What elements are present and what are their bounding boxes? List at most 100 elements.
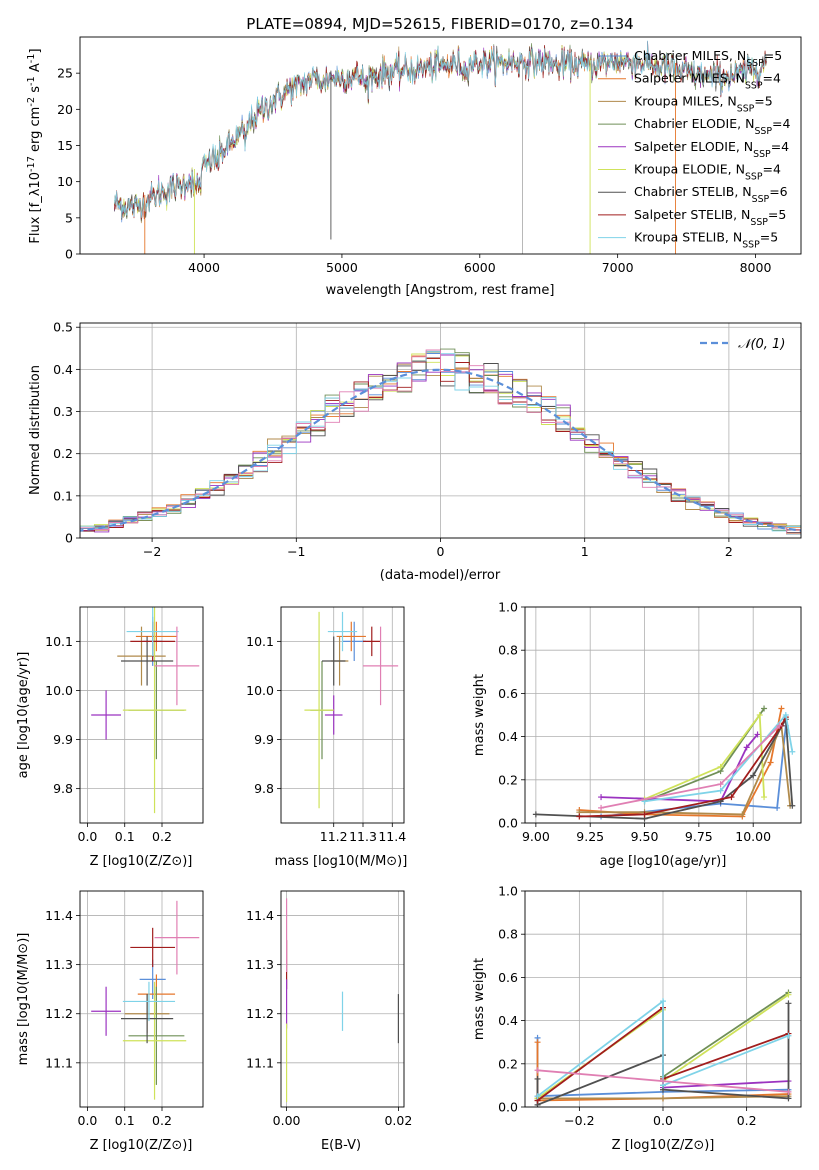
weight-marker: [785, 1088, 792, 1095]
label-run: =4: [771, 139, 789, 154]
label-run: =5: [754, 93, 772, 108]
label-run: mass [log10(M/M⊙)]: [16, 933, 31, 1066]
y-tick-label: 10.0: [45, 683, 73, 698]
label-run: -1: [26, 54, 37, 64]
y-tick-label: 0.2: [53, 446, 73, 461]
label-run: -2: [26, 97, 37, 107]
y-tick-label: 0.4: [498, 729, 518, 744]
x-tick-label: 11.4: [378, 829, 406, 844]
x-tick-label: 5000: [326, 260, 358, 275]
label-run: Flux [f_λ10: [28, 172, 43, 244]
x-tick-label: 1: [581, 544, 589, 559]
y-tick-label: 25: [57, 66, 73, 81]
plot-area-spectrum: [114, 40, 767, 254]
label-run: SSP: [745, 171, 763, 182]
weight-marker: [717, 763, 724, 770]
weight-marker: [785, 1095, 792, 1102]
y-tick-label: 0.3: [53, 404, 73, 419]
weight-marker: [717, 781, 724, 788]
label-run: Kroupa ELODIE, N: [634, 162, 745, 177]
y-tick-label: 0.2: [498, 1056, 518, 1071]
label-run: age [log10(age/yr)]: [16, 652, 31, 779]
y-tick-label: 0.8: [498, 643, 518, 658]
plot-area-weight-vs-age: [532, 705, 796, 822]
axes-frame: [280, 606, 405, 824]
weight-marker: [534, 1075, 541, 1082]
weight-marker: [782, 712, 789, 718]
legend-label: Salpeter MILES, NSSP=4: [634, 71, 781, 92]
label-run: SSP: [737, 103, 755, 114]
plot-area-mass-vs-Z: [91, 900, 200, 1100]
weight-marker: [756, 712, 763, 718]
x-axis-label: mass [log10(M/M⊙)]: [275, 854, 408, 869]
x-axis-label: wavelength [Angstrom, rest frame]: [326, 283, 555, 298]
label-run: Salpeter ELODIE, N: [634, 139, 753, 154]
weight-marker: [750, 772, 757, 779]
y-tick-label: 0.6: [498, 686, 518, 701]
label-run: age [log10(age/yr)]: [600, 854, 727, 869]
weight-marker: [789, 802, 796, 809]
plot-area-mass-vs-ebv: [285, 898, 400, 1103]
weight-marker: [660, 998, 666, 1005]
axes-frame: [79, 890, 204, 1108]
plot-area-age-vs-mass: [304, 611, 399, 809]
y-tick-label: 15: [57, 138, 73, 153]
panel-weight-vs-Z: −0.2 0.0 0.2 0.0 0.2 0.4 0.6 0.8 1.0 Z [log10(Z/Z…: [472, 884, 802, 1153]
weight-marker: [774, 804, 781, 811]
y-tick-label: 9.8: [254, 781, 274, 796]
x-tick-label: 0: [437, 544, 445, 559]
label-run: SSP: [753, 148, 771, 159]
y-tick-label: 10.0: [246, 683, 274, 698]
y-tick-label: 0.2: [498, 772, 518, 787]
y-axis-label: Normed distribution: [28, 365, 43, 495]
x-tick-label: 0.2: [152, 829, 172, 844]
y-tick-label: 0.4: [498, 1013, 518, 1028]
weight-marker: [761, 705, 768, 712]
legend-label: Chabrier ELODIE, NSSP=4: [634, 116, 790, 137]
y-tick-label: 20: [57, 102, 73, 117]
label-run: Kroupa MILES, N: [634, 93, 737, 108]
label-run: Z [log10(Z/Z⊙)]: [612, 1138, 715, 1153]
x-tick-label: −0.2: [564, 1113, 594, 1128]
y-tick-label: 0: [65, 531, 73, 546]
label-run: SSP: [754, 126, 772, 137]
axes-frame: [280, 890, 405, 1108]
legend-label: Salpeter STELIB, NSSP=5: [634, 207, 786, 228]
y-tick-label: 9.8: [53, 781, 73, 796]
axes-frame: [79, 322, 802, 539]
weight-marker: [739, 811, 746, 818]
x-tick-label: 10.00: [735, 829, 771, 844]
weight-marker: [534, 1067, 541, 1074]
x-axis-label: Z [log10(Z/Z⊙)]: [90, 854, 193, 869]
x-tick-label: 9.75: [685, 829, 713, 844]
x-axis-label: age [log10(age/yr)]: [600, 854, 727, 869]
y-axis-label: mass weight: [472, 958, 487, 1040]
x-tick-label: 0.2: [152, 1113, 172, 1128]
label-run: E(B-V): [321, 1138, 361, 1153]
weight-marker: [728, 794, 735, 801]
label-run: =6: [769, 184, 787, 199]
weight-marker: [660, 1095, 666, 1102]
label-run: A: [28, 63, 43, 76]
legend-label: Kroupa MILES, NSSP=5: [634, 93, 773, 114]
x-tick-label: 0.1: [115, 829, 135, 844]
y-tick-label: 0.1: [53, 488, 73, 503]
label-run: mass [log10(M/M⊙)]: [275, 854, 408, 869]
y-axis-label: age [log10(age/yr)]: [16, 652, 31, 779]
y-axis-label: mass [log10(M/M⊙)]: [16, 933, 31, 1066]
y-tick-label: 1.0: [498, 884, 518, 899]
weight-marker: [532, 811, 539, 818]
label-run: SSP: [752, 194, 770, 205]
label-run: -1: [26, 76, 37, 86]
label-run: Kroupa STELIB, N: [634, 230, 742, 245]
weight-marker: [743, 744, 750, 751]
y-tick-label: 11.4: [45, 908, 73, 923]
label-run: SSP: [746, 58, 764, 69]
x-axis-label: Z [log10(Z/Z⊙)]: [90, 1138, 193, 1153]
label-run: Chabrier STELIB, N: [634, 184, 752, 199]
y-tick-label: 11.2: [45, 1006, 73, 1021]
panel-mass-vs-ebv: 0.00 0.02 11.1 11.2 11.3 11.4 E(B-V): [246, 890, 412, 1153]
x-tick-label: 0.02: [384, 1113, 412, 1128]
